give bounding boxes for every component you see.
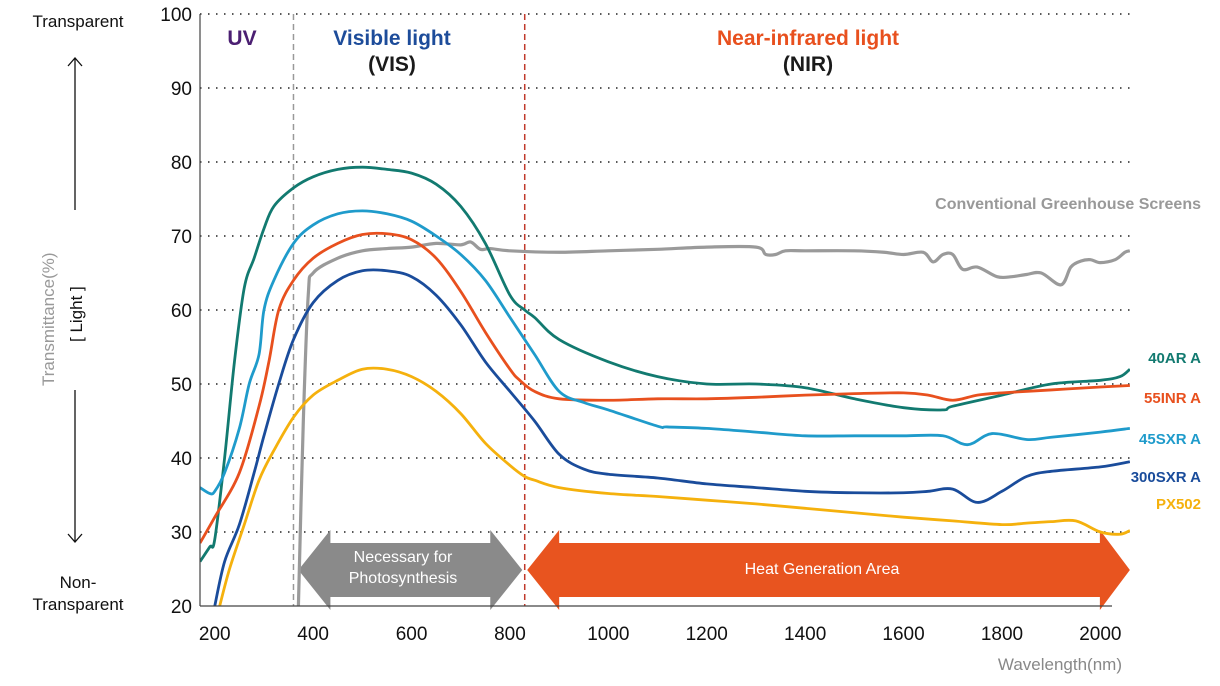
y-axis-subtitle: [ Light ] <box>67 286 86 342</box>
area-arrows <box>298 530 1130 610</box>
area-arrow-1 <box>527 530 1130 610</box>
x-tick-label: 1200 <box>686 624 728 645</box>
bottom-label-line2: Transparent <box>32 595 123 614</box>
region-vis-label: Visible light <box>333 27 450 50</box>
y-tick-label: 40 <box>171 449 192 470</box>
x-tick-label: 1600 <box>882 624 924 645</box>
x-tick-label: 1800 <box>981 624 1023 645</box>
y-tick-label: 100 <box>160 5 192 26</box>
series-line-px502 <box>218 366 1130 606</box>
y-tick-label: 20 <box>171 597 192 618</box>
y-tick-label: 90 <box>171 79 192 100</box>
up-arrow-icon <box>67 57 83 67</box>
series-line-conventional-greenhouse-screens <box>296 240 1130 606</box>
x-tick-label: 800 <box>494 624 526 645</box>
region-nir-sub: (NIR) <box>783 53 833 76</box>
arrow-photosynthesis-line2: Photosynthesis <box>349 570 458 587</box>
series-line-300sxr-a <box>213 268 1130 606</box>
series-lines <box>200 165 1130 606</box>
region-uv-label: UV <box>227 27 256 50</box>
legend-40ar: 40AR A <box>1148 350 1201 367</box>
region-nir-label: Near-infrared light <box>717 27 899 50</box>
legend-conventional: Conventional Greenhouse Screens <box>935 196 1201 213</box>
region-vis-sub: (VIS) <box>368 53 416 76</box>
legend-300sxr: 300SXR A <box>1131 469 1201 486</box>
legend-55inr: 55INR A <box>1144 390 1201 407</box>
x-tick-label: 600 <box>396 624 428 645</box>
down-arrow-icon <box>67 533 83 543</box>
grid-lines <box>200 13 1130 533</box>
y-tick-label: 60 <box>171 301 192 322</box>
x-tick-label: 400 <box>297 624 329 645</box>
series-line-55inr-a <box>200 231 1130 544</box>
x-tick-label: 1000 <box>587 624 629 645</box>
x-tick-label: 1400 <box>784 624 826 645</box>
axes: 20 30 40 50 60 70 80 90 100 200 400 600 800 1000 1200 1… <box>160 5 1121 645</box>
y-tick-label: 80 <box>171 153 192 174</box>
y-axis-title: Transmittance(%) <box>39 252 58 386</box>
series-line-40ar-a <box>200 165 1130 563</box>
x-tick-label: 2000 <box>1079 624 1121 645</box>
bottom-label-line1: Non- <box>60 573 97 592</box>
y-tick-label: 70 <box>171 227 192 248</box>
arrow-photosynthesis-line1: Necessary for <box>354 549 453 566</box>
top-label: Transparent <box>32 12 123 31</box>
labels: Transparent Non- Transparent Transmittan… <box>32 12 1201 674</box>
x-axis-title: Wavelength(nm) <box>998 655 1122 674</box>
arrow-heat-label: Heat Generation Area <box>745 561 900 578</box>
series-line-45sxr-a <box>200 209 1130 496</box>
y-tick-label: 30 <box>171 523 192 544</box>
y-tick-label: 50 <box>171 375 192 396</box>
legend-45sxr: 45SXR A <box>1139 431 1201 448</box>
x-tick-label: 200 <box>199 624 231 645</box>
legend-px502: PX502 <box>1156 496 1201 513</box>
area-arrow-0 <box>298 530 523 610</box>
